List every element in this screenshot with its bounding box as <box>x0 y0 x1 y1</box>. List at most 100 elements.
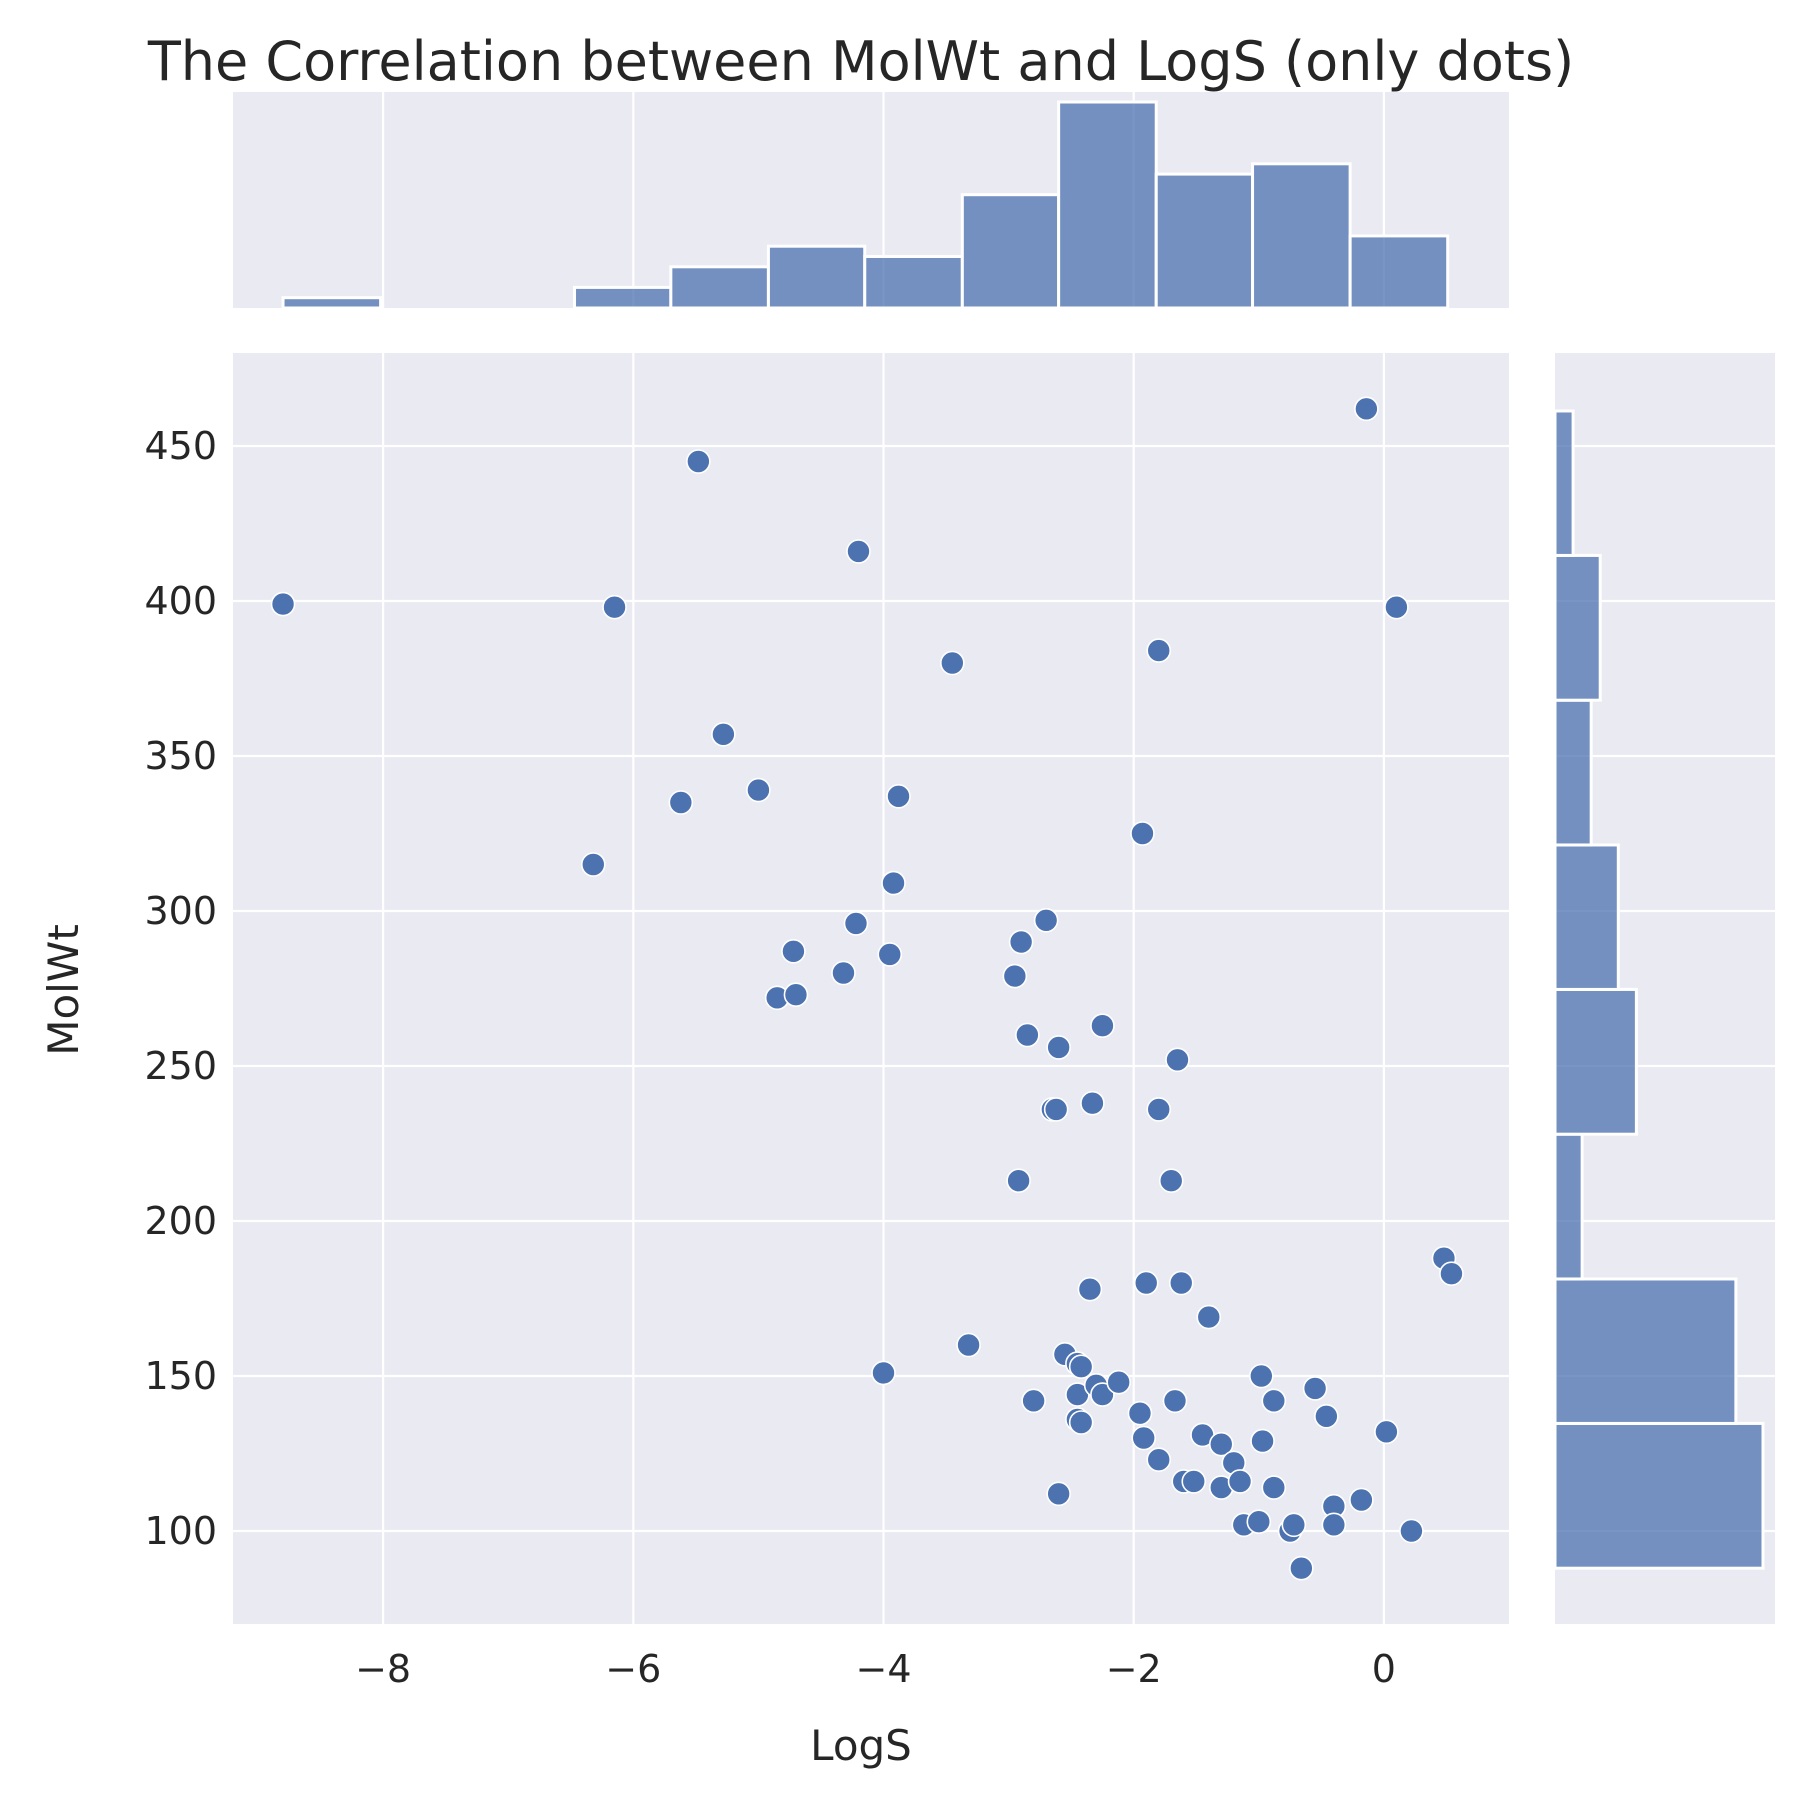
scatter-point <box>781 938 806 964</box>
scatter-point <box>1165 1047 1190 1073</box>
scatter-point <box>1289 1555 1314 1581</box>
scatter-point <box>1015 1022 1040 1048</box>
scatter-point <box>1321 1512 1347 1538</box>
scatter-point <box>846 539 871 564</box>
scatter-point <box>1006 1168 1031 1193</box>
scatter-point <box>843 911 869 936</box>
y-tick-label: 300 <box>144 889 217 933</box>
top-histogram-bar <box>669 265 770 310</box>
top-histogram-bar <box>1057 100 1158 310</box>
scatter-point <box>881 870 906 896</box>
scatter-point <box>1196 1304 1222 1330</box>
scatter-point <box>831 960 856 986</box>
scatter-point <box>886 783 911 809</box>
scatter-point <box>1033 907 1059 933</box>
y-tick-label: 400 <box>144 579 217 623</box>
scatter-point <box>1246 1509 1272 1534</box>
scatter-panel: −8 −6 −4 −2 0 100 150 200 250 300 350 400 450 <box>144 353 1509 1691</box>
scatter-point <box>1106 1369 1131 1395</box>
top-histogram-bar <box>766 244 867 310</box>
scatter-point <box>1077 1276 1103 1302</box>
right-histogram-bar <box>1553 1421 1765 1570</box>
scatter-point <box>1090 1013 1115 1038</box>
scatter-point <box>1374 1419 1399 1445</box>
top-histogram-bar <box>1154 172 1255 310</box>
y-tick-label: 450 <box>144 424 217 468</box>
top-histogram-bar <box>1348 234 1450 310</box>
scatter-point <box>877 942 903 967</box>
scatter-point <box>1043 1097 1069 1122</box>
scatter-point <box>1008 929 1034 955</box>
x-tick-label: −8 <box>355 1647 411 1691</box>
scatter-point <box>1158 1168 1184 1193</box>
top-histogram-bar <box>863 255 964 310</box>
x-tick-label: 0 <box>1372 1647 1396 1691</box>
scatter-point <box>1162 1388 1188 1414</box>
scatter-point <box>1068 1354 1094 1379</box>
x-axis-label: LogS <box>810 1721 912 1770</box>
scatter-point <box>1250 1428 1275 1454</box>
y-tick-label: 250 <box>144 1044 217 1088</box>
scatter-point <box>1261 1388 1287 1414</box>
scatter-point <box>1130 821 1155 846</box>
right-histogram-bar <box>1553 843 1620 991</box>
scatter-point <box>1146 1447 1172 1472</box>
y-tick-label: 200 <box>144 1199 217 1243</box>
y-tick-label: 350 <box>144 734 217 778</box>
top-histogram-bar <box>960 193 1061 310</box>
scatter-point <box>1439 1261 1464 1286</box>
scatter-point <box>602 594 627 620</box>
scatter-point <box>1127 1400 1153 1426</box>
scatter-point <box>746 777 771 803</box>
scatter-point <box>1133 1270 1159 1296</box>
scatter-point <box>1302 1376 1328 1401</box>
scatter-point <box>783 982 809 1008</box>
right-histogram-bar <box>1553 1132 1584 1281</box>
scatter-point <box>940 650 965 676</box>
y-tick-label: 150 <box>144 1354 217 1398</box>
right-histogram-panel <box>1553 353 1775 1624</box>
right-histogram-bar <box>1553 409 1575 557</box>
scatter-point <box>1227 1469 1253 1494</box>
scatter-background <box>233 353 1509 1624</box>
x-tick-label: −4 <box>855 1647 911 1691</box>
scatter-point <box>1146 1097 1172 1122</box>
scatter-point <box>1314 1404 1339 1429</box>
scatter-point <box>1354 396 1379 422</box>
scatter-point <box>1168 1270 1194 1296</box>
x-tick-label: −2 <box>1106 1647 1162 1691</box>
scatter-point <box>686 449 711 474</box>
scatter-point <box>1080 1090 1105 1116</box>
right-histogram-bar <box>1553 987 1638 1136</box>
right-histogram-bar <box>1553 1277 1738 1425</box>
scatter-point <box>956 1332 981 1358</box>
scatter-point <box>1046 1481 1071 1507</box>
top-histogram-bar <box>1251 162 1352 310</box>
scatter-point <box>871 1360 896 1386</box>
chart-title: The Correlation between MolWt and LogS (… <box>147 30 1574 93</box>
scatter-point <box>1384 594 1409 620</box>
scatter-point <box>1261 1475 1287 1500</box>
x-tick-label: −6 <box>605 1647 661 1691</box>
scatter-point <box>1399 1518 1424 1544</box>
top-histogram-panel <box>233 92 1509 310</box>
scatter-point <box>1208 1431 1234 1457</box>
scatter-point <box>1281 1512 1307 1538</box>
top-histogram-bar <box>573 285 673 310</box>
top-histogram-bar <box>281 296 383 310</box>
y-tick-label: 100 <box>144 1509 217 1553</box>
scatter-point <box>580 852 606 877</box>
scatter-point <box>1131 1425 1157 1451</box>
scatter-point <box>1068 1410 1094 1435</box>
right-histogram-bar <box>1553 553 1602 702</box>
scatter-point <box>668 790 694 815</box>
scatter-point <box>711 721 736 747</box>
y-axis-label: MolWt <box>39 924 88 1056</box>
scatter-point <box>1090 1382 1115 1407</box>
scatter-point <box>1146 638 1172 663</box>
scatter-point <box>270 591 296 617</box>
scatter-point <box>1046 1035 1071 1060</box>
scatter-point <box>1249 1363 1274 1389</box>
